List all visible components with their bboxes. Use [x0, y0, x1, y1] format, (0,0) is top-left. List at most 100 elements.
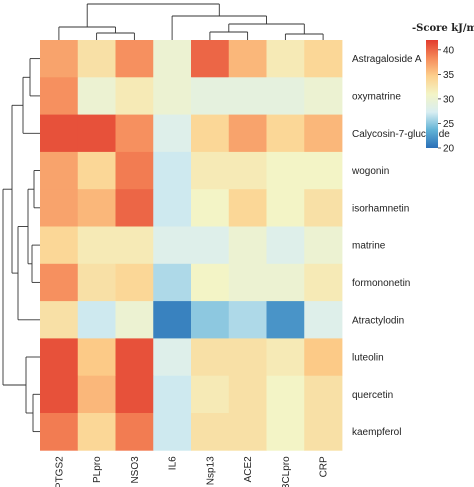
- heatmap-cell: [266, 151, 305, 190]
- heatmap-cell: [40, 40, 79, 78]
- heatmap-cell: [191, 413, 230, 451]
- heatmap-cell: [77, 226, 116, 265]
- heatmap-cell: [153, 114, 192, 153]
- heatmap-cell: [228, 375, 267, 414]
- heatmap-cell: [115, 338, 154, 377]
- column-label: 3CLpro: [281, 456, 292, 487]
- heatmap-cell: [266, 77, 305, 115]
- heatmap-cell: [77, 40, 116, 78]
- heatmap-cell: [266, 375, 305, 414]
- row-label: formononetin: [352, 278, 410, 289]
- colorbar-tick-label: 30: [443, 94, 455, 105]
- column-label: IL6: [168, 456, 179, 470]
- colorbar-tick-label: 40: [443, 45, 455, 56]
- heatmap-cell: [115, 226, 154, 265]
- row-label: kaempferol: [352, 427, 401, 438]
- heatmap-cell: [228, 226, 267, 265]
- column-label: Nsp13: [205, 456, 216, 485]
- heatmap-cell: [191, 114, 230, 153]
- heatmap-cell: [115, 301, 154, 339]
- row-dendrogram: [2, 58, 40, 433]
- heatmap-cell: [304, 77, 343, 115]
- heatmap-cell: [266, 413, 305, 451]
- heatmap-cell: [115, 189, 154, 227]
- row-label: luteolin: [352, 353, 384, 364]
- heatmap-cell: [304, 40, 343, 78]
- row-label: quercetin: [352, 390, 393, 401]
- heatmap-cell: [266, 226, 305, 265]
- heatmap-cell: [77, 263, 116, 302]
- heatmap-cell: [153, 263, 192, 302]
- heatmap-cell: [40, 77, 79, 115]
- row-label: wogonin: [351, 166, 389, 177]
- heatmap-cell: [153, 375, 192, 414]
- heatmap-cell: [266, 40, 305, 78]
- heatmap-cell: [191, 189, 230, 227]
- column-label: NSO3: [130, 456, 141, 484]
- column-label: ACE2: [243, 456, 254, 483]
- heatmap-cell: [191, 338, 230, 377]
- colorbar-title: -Score kJ/mol: [412, 23, 474, 34]
- heatmap-cell: [304, 189, 343, 227]
- heatmap-cell: [266, 338, 305, 377]
- column-label: CRP: [319, 456, 330, 477]
- colorbar-tick-label: 20: [443, 144, 455, 155]
- heatmap-cell: [266, 263, 305, 302]
- heatmap-cell: [228, 40, 267, 78]
- heatmap-cell: [304, 338, 343, 377]
- heatmap-cell: [266, 189, 305, 227]
- colorbar: -Score kJ/mol 40 35 30 25 20: [412, 23, 474, 155]
- heatmap-cell: [191, 77, 230, 115]
- heatmap-cell: [115, 151, 154, 190]
- heatmap-cell: [153, 40, 192, 78]
- row-labels: Astragaloside A oxymatrine Calycosin-7-glu…: [351, 54, 450, 438]
- heatmap-cell: [191, 375, 230, 414]
- heatmap-cell: [153, 226, 192, 265]
- heatmap-cell: [77, 413, 116, 451]
- heatmap-cell: [115, 263, 154, 302]
- row-label: Calycosin-7-glucoside: [352, 129, 450, 140]
- heatmap-cell: [191, 263, 230, 302]
- heatmap-cell: [153, 338, 192, 377]
- heatmap-cell: [77, 151, 116, 190]
- heatmap-cell: [115, 114, 154, 153]
- heatmap-cell: [153, 151, 192, 190]
- heatmap-cell: [153, 77, 192, 115]
- column-dendrogram: [58, 3, 324, 40]
- row-label: oxymatrine: [352, 91, 401, 102]
- heatmap-cell: [115, 77, 154, 115]
- colorbar-tick-label: 35: [443, 70, 455, 81]
- row-label: matrine: [352, 241, 386, 252]
- heatmap-cell: [77, 114, 116, 153]
- heatmap-cell: [40, 226, 79, 265]
- heatmap-cell: [228, 263, 267, 302]
- heatmap-cell: [228, 413, 267, 451]
- heatmap-cell: [77, 77, 116, 115]
- heatmap-cell: [40, 413, 79, 451]
- heatmap-cell: [77, 338, 116, 377]
- heatmap-cell: [40, 301, 79, 339]
- heatmap-cell: [304, 301, 343, 339]
- heatmap-cell: [304, 263, 343, 302]
- heatmap-cell: [40, 338, 79, 377]
- column-label: PLpro: [92, 456, 103, 483]
- heatmap-cell: [40, 151, 79, 190]
- heatmap-cell: [115, 413, 154, 451]
- heatmap-cell: [228, 301, 267, 339]
- colorbar-tick-label: 25: [443, 119, 455, 130]
- heatmap-cell: [228, 189, 267, 227]
- heatmap-cell: [304, 151, 343, 190]
- heatmap-cell: [40, 263, 79, 302]
- colorbar-ticks: 40 35 30 25 20: [438, 45, 455, 155]
- heatmap-cell: [228, 77, 267, 115]
- heatmap-cell: [228, 151, 267, 190]
- heatmap-cell: [40, 375, 79, 414]
- heatmap-cells: [40, 40, 343, 451]
- heatmap-cell: [266, 301, 305, 339]
- column-label: PTGS2: [54, 456, 65, 487]
- row-label: isorhamnetin: [352, 203, 409, 214]
- heatmap-cell: [304, 413, 343, 451]
- column-labels: PTGS2 PLpro NSO3 IL6 Nsp13 ACE2 3CLpro CRP: [54, 456, 329, 487]
- heatmap-cell: [115, 375, 154, 414]
